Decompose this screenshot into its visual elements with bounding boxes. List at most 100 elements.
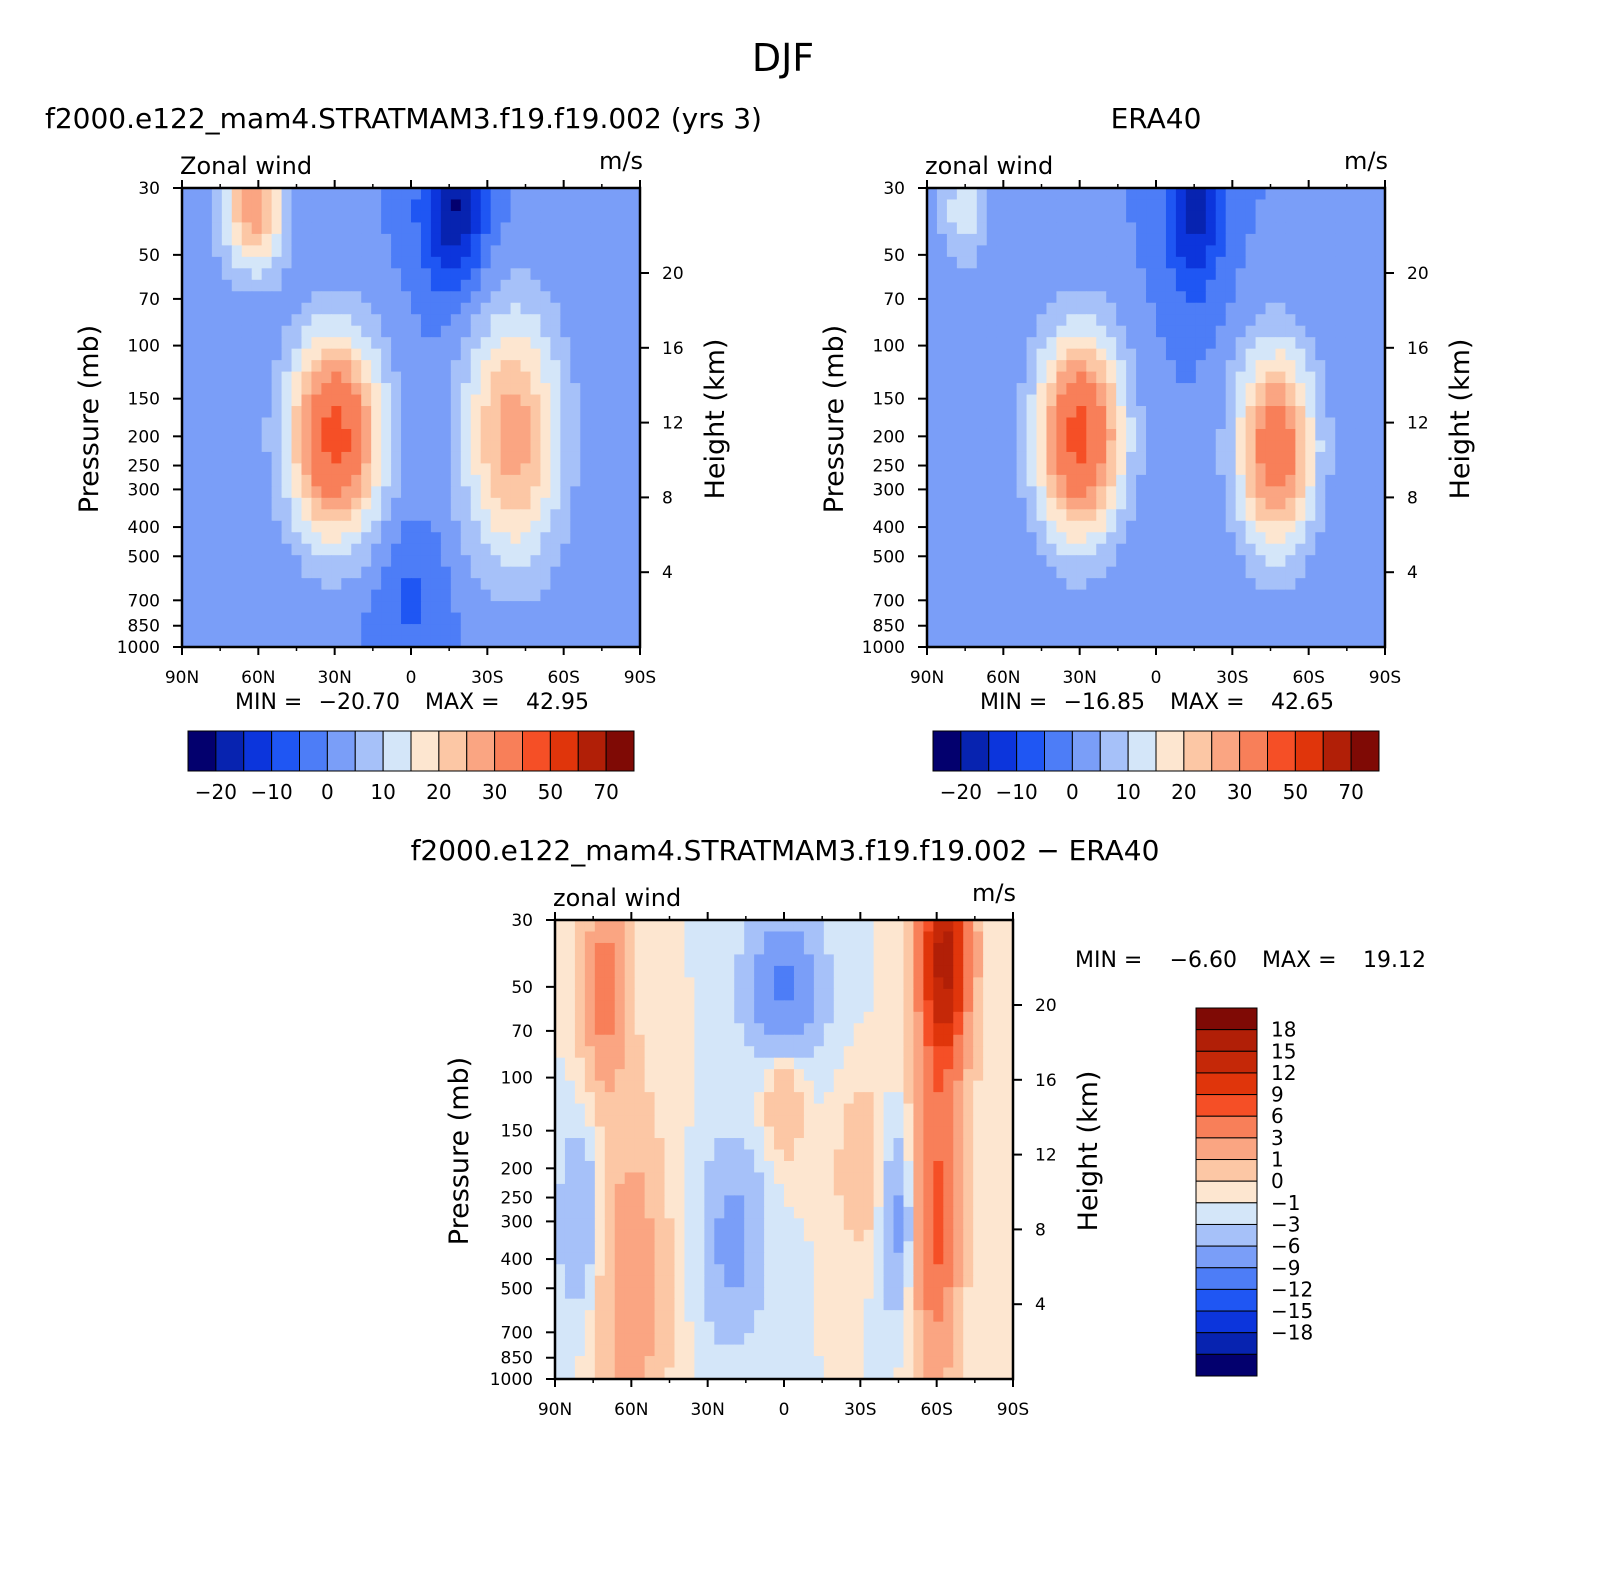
contour-cell xyxy=(351,210,362,224)
contour-cell xyxy=(331,210,342,224)
contour-cell xyxy=(221,463,233,476)
contour-cell xyxy=(1026,417,1038,430)
contour-cell xyxy=(1225,360,1237,373)
contour-cell xyxy=(570,383,581,396)
contour-cell xyxy=(490,233,502,246)
contour-cell xyxy=(1116,497,1127,510)
contour-cell xyxy=(1136,199,1147,212)
contour-cell xyxy=(1156,428,1167,442)
contour-cell xyxy=(1086,417,1097,430)
contour-cell xyxy=(574,1011,586,1024)
contour-cell xyxy=(1205,394,1217,407)
contour-cell xyxy=(1375,406,1386,419)
contour-cell xyxy=(564,1011,576,1024)
contour-cell xyxy=(1003,1115,1014,1128)
contour-cell xyxy=(833,1149,845,1162)
contour-cell xyxy=(1185,256,1197,269)
contour-cell xyxy=(986,360,998,373)
contour-cell xyxy=(996,601,1008,614)
contour-cell xyxy=(1185,451,1197,464)
contour-cell xyxy=(1355,279,1366,292)
contour-cell xyxy=(1335,578,1346,591)
contour-cell xyxy=(1076,417,1087,430)
contour-cell xyxy=(1026,371,1038,384)
contour-cell xyxy=(440,268,452,281)
contour-cell xyxy=(520,222,532,235)
contour-cell xyxy=(843,1092,855,1105)
contour-cell xyxy=(1175,268,1187,281)
contour-cell xyxy=(371,474,382,487)
contour-cell xyxy=(976,245,988,258)
contour-cell xyxy=(694,988,705,1001)
contour-cell xyxy=(331,543,342,556)
contour-cell xyxy=(630,463,641,476)
contour-cell xyxy=(420,417,432,430)
contour-cell xyxy=(182,291,193,304)
colorbar-box xyxy=(299,730,328,772)
contour-cell xyxy=(401,337,412,350)
contour-cell xyxy=(271,566,283,579)
contour-cell xyxy=(251,497,263,510)
contour-cell xyxy=(331,532,342,545)
contour-cell xyxy=(983,1057,994,1070)
contour-cell xyxy=(843,1138,855,1151)
contour-cell xyxy=(1295,325,1306,338)
contour-cell xyxy=(470,325,482,338)
contour-cell xyxy=(1225,302,1237,315)
contour-cell xyxy=(1086,314,1097,327)
contour-cell xyxy=(946,417,958,430)
contour-cell xyxy=(684,942,695,956)
contour-cell xyxy=(555,1023,566,1036)
contour-cell xyxy=(251,520,263,533)
contour-cell xyxy=(1295,337,1306,350)
contour-cell xyxy=(291,486,303,499)
contour-cell xyxy=(440,440,452,453)
contour-cell xyxy=(1325,394,1336,407)
contour-cell xyxy=(863,1172,875,1185)
contour-cell xyxy=(1325,566,1336,579)
contour-cell xyxy=(933,1160,944,1174)
contour-cell xyxy=(893,1023,905,1036)
contour-cell xyxy=(1365,325,1376,338)
contour-cell xyxy=(774,1069,785,1082)
contour-cell xyxy=(1275,566,1287,579)
contour-cell xyxy=(1265,256,1277,269)
contour-cell xyxy=(1056,509,1067,522)
contour-cell xyxy=(530,394,542,407)
contour-cell xyxy=(1375,451,1386,464)
contour-cell xyxy=(201,555,213,568)
contour-cell xyxy=(560,325,571,338)
contour-cell xyxy=(1355,520,1366,533)
contour-cell xyxy=(1195,337,1207,350)
contour-cell xyxy=(946,543,958,556)
contour-cell xyxy=(943,1160,954,1174)
contour-cell xyxy=(301,589,313,602)
contour-cell xyxy=(1175,474,1187,487)
contour-cell xyxy=(936,337,948,350)
contour-cell xyxy=(261,406,273,419)
contour-cell xyxy=(211,612,223,625)
contour-cell xyxy=(986,451,998,464)
contour-cell xyxy=(883,1172,895,1185)
contour-cell xyxy=(704,920,715,933)
contour-cell xyxy=(1076,394,1087,407)
contour-cell xyxy=(1126,509,1137,522)
contour-cell xyxy=(555,1046,566,1059)
contour-cell xyxy=(570,543,581,556)
contour-cell xyxy=(500,406,512,419)
contour-cell xyxy=(1245,474,1257,487)
contour-cell xyxy=(450,256,462,269)
contour-cell xyxy=(1315,417,1326,430)
contour-cell xyxy=(580,360,591,373)
contour-cell xyxy=(1245,210,1257,224)
contour-cell xyxy=(1116,532,1127,545)
contour-cell xyxy=(381,612,392,625)
contour-cell xyxy=(401,486,412,499)
contour-cell xyxy=(1185,302,1197,315)
contour-cell xyxy=(973,1115,984,1128)
contour-cell xyxy=(201,589,213,602)
contour-cell xyxy=(361,463,372,476)
contour-cell xyxy=(1056,601,1067,614)
contour-cell xyxy=(574,942,586,956)
contour-cell xyxy=(182,245,193,258)
